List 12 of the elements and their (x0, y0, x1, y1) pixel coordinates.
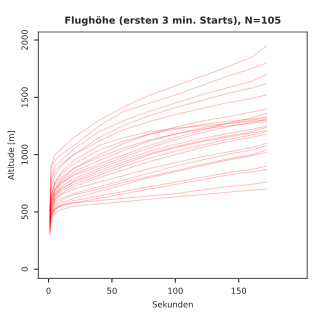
y-tick-label: 1000 (21, 144, 28, 164)
y-tick-label: 1500 (21, 87, 28, 108)
y-tick-label: 2000 (21, 30, 28, 50)
x-axis-title: Sekunden (152, 301, 193, 308)
y-tick-label: 0 (21, 267, 28, 272)
y-axis-title: Altitude [m] (8, 131, 16, 180)
x-tick-label: 0 (46, 288, 51, 294)
y-tick-label: 500 (21, 204, 28, 220)
chart-title: Flughöhe (ersten 3 min. Starts), N=105 (65, 16, 280, 26)
x-tick-label: 50 (107, 288, 117, 294)
x-tick-label: 100 (168, 288, 183, 294)
x-tick-label: 150 (232, 288, 246, 294)
